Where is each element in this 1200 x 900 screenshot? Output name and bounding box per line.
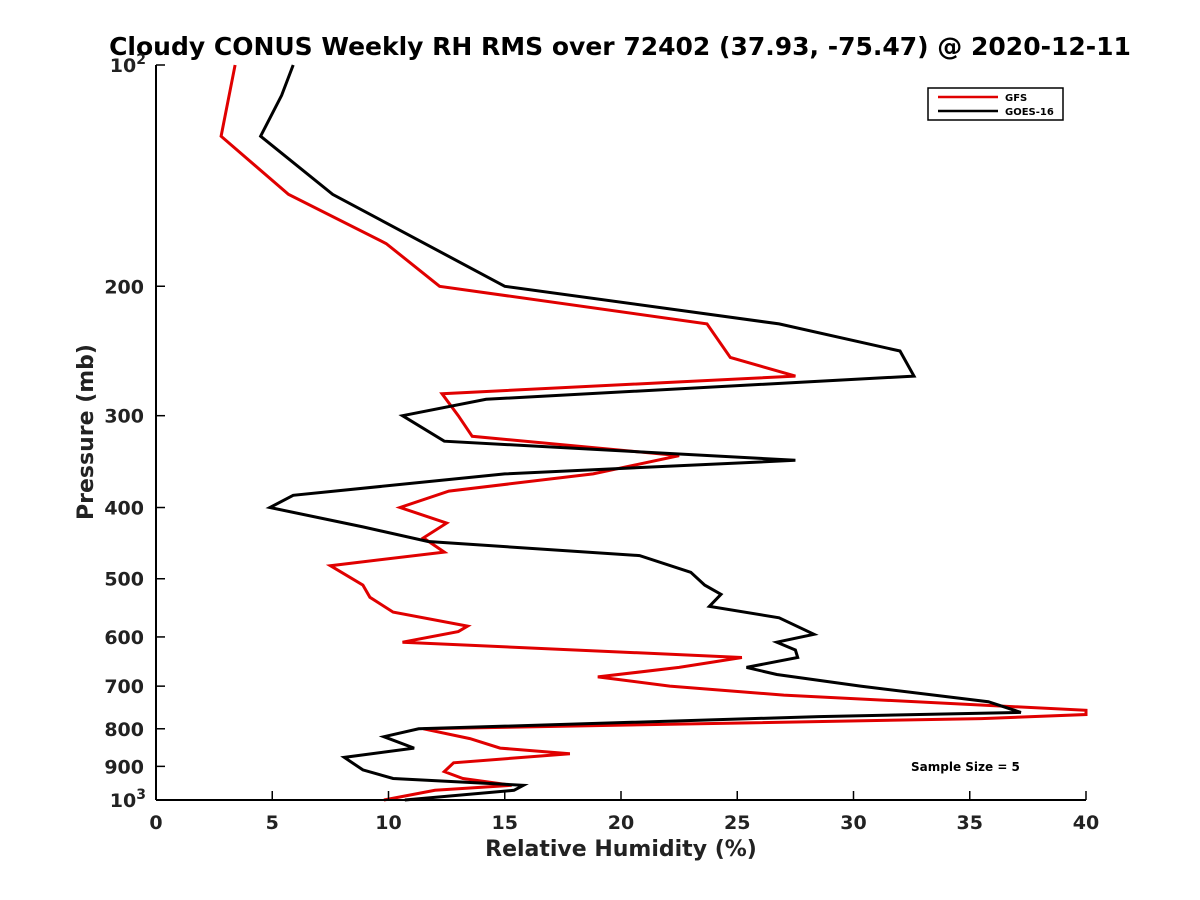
- series-line-goes16: [258, 64, 1022, 802]
- series-line-gfs: [219, 64, 1088, 802]
- y-tick-label: 800: [104, 719, 144, 741]
- x-axis-label: Relative Humidity (%): [485, 837, 757, 862]
- legend-label-goes16: GOES-16: [1005, 107, 1054, 118]
- y-ticks: 102 200 300 400 500 600 700 800 900 103: [104, 52, 165, 812]
- plot-frame: [155, 65, 1086, 801]
- x-tick-label: 25: [724, 812, 750, 834]
- x-tick-label: 30: [840, 812, 866, 834]
- x-tick-label: 20: [608, 812, 634, 834]
- x-ticks: 0 5 10 15 20 25 30 35 40: [149, 791, 1099, 834]
- y-tick-label: 500: [104, 569, 144, 591]
- chart-title: Cloudy CONUS Weekly RH RMS over 72402 (3…: [109, 32, 1131, 61]
- legend-label-gfs: GFS: [1005, 93, 1027, 104]
- x-tick-label: 15: [492, 812, 518, 834]
- y-tick-label: 200: [104, 276, 144, 298]
- x-tick-label: 10: [375, 812, 401, 834]
- x-tick-label: 40: [1073, 812, 1099, 834]
- y-tick-label: 700: [104, 676, 144, 698]
- y-tick-label: 400: [104, 498, 144, 520]
- y-tick-label: 103: [110, 787, 146, 812]
- legend-box: [927, 87, 1064, 121]
- x-tick-label: 5: [266, 812, 279, 834]
- x-tick-label: 35: [957, 812, 983, 834]
- y-tick-label: 102: [110, 52, 146, 77]
- series-layer: [219, 64, 1088, 802]
- y-tick-label: 600: [104, 627, 144, 649]
- y-axis-label: Pressure (mb): [74, 344, 99, 520]
- x-tick-label: 0: [149, 812, 162, 834]
- legend: GFS GOES-16: [927, 87, 1064, 121]
- y-tick-label: 900: [104, 756, 144, 778]
- sample-size-annotation: Sample Size = 5: [911, 760, 1020, 774]
- y-tick-label: 300: [104, 406, 144, 428]
